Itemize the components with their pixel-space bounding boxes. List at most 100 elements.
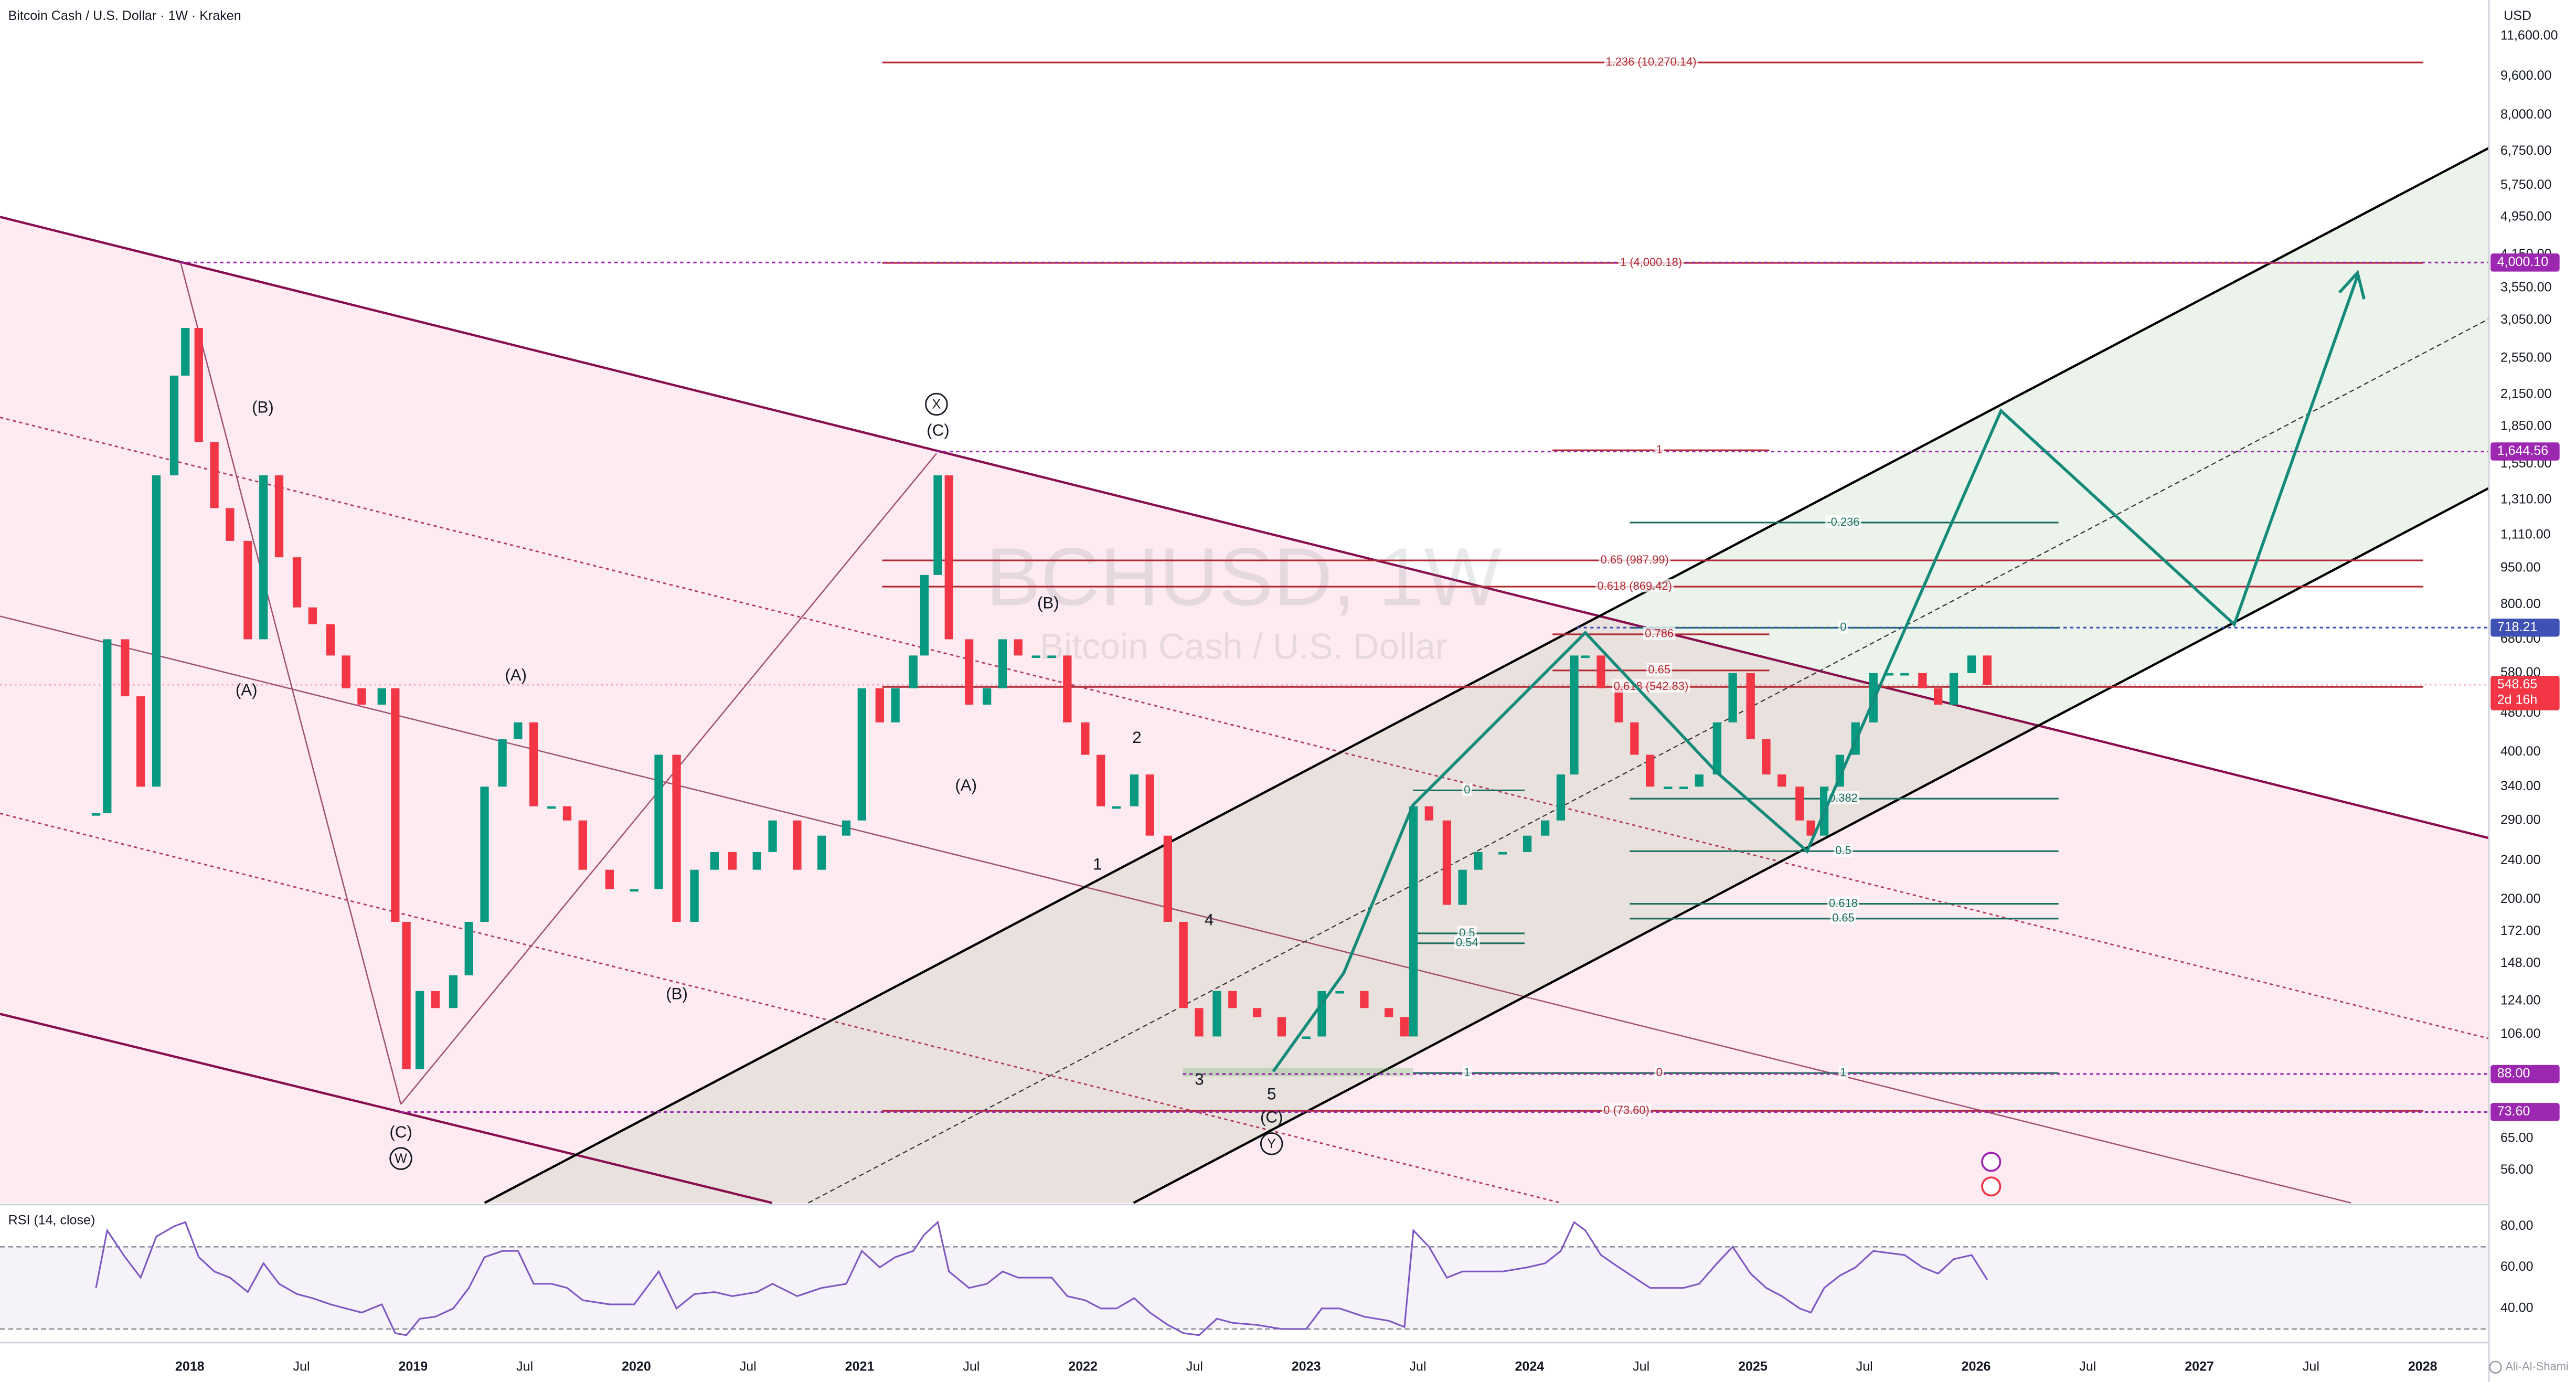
candle	[136, 696, 145, 787]
trend-line	[0, 1013, 773, 1204]
candle	[728, 852, 737, 870]
candle	[1097, 754, 1105, 806]
price-tag-label: 73.60	[2497, 1104, 2530, 1119]
y-tick-label: 106.00	[2500, 1026, 2541, 1041]
candle	[562, 806, 572, 821]
candle	[449, 975, 458, 1008]
y-tick-label: 56.00	[2500, 1162, 2534, 1177]
zone	[1183, 1068, 1413, 1077]
candle	[1695, 774, 1704, 787]
x-tick-label: Jul	[2303, 1359, 2319, 1374]
candle	[920, 575, 929, 656]
price-tag-label: 718.21	[2497, 620, 2538, 634]
fib-label-bg	[1602, 1103, 1652, 1117]
candle	[605, 869, 614, 889]
trend-line	[0, 216, 2489, 839]
fib-label: 0	[1464, 783, 1470, 796]
candle	[464, 922, 473, 975]
y-tick-label: 9,600.00	[2500, 68, 2551, 83]
fib-label: 0 (73.60)	[1603, 1103, 1649, 1117]
candle	[817, 835, 826, 870]
candle	[1630, 722, 1639, 755]
candle	[1728, 673, 1737, 722]
candle	[1777, 774, 1786, 787]
candle	[342, 655, 350, 688]
x-tick-label: Jul	[1186, 1359, 1203, 1374]
candle	[1163, 835, 1173, 922]
x-tick-label: 2027	[2185, 1359, 2214, 1374]
candle	[1474, 852, 1483, 870]
candle	[1498, 852, 1507, 855]
event-icon[interactable]	[1981, 1176, 2002, 1197]
candle	[152, 475, 161, 787]
fib-label: 0.618	[1829, 896, 1858, 909]
rsi-tick-label: 60.00	[2500, 1259, 2534, 1274]
event-icon[interactable]	[1981, 1152, 2002, 1172]
wave-label: X	[932, 397, 941, 412]
wave-label: Y	[1267, 1136, 1276, 1151]
candle	[357, 688, 366, 705]
price-layer	[0, 328, 2489, 1336]
rsi-tick-label: 80.00	[2500, 1218, 2534, 1233]
fib-label-bg	[1654, 442, 1664, 456]
candle	[672, 754, 681, 922]
candle	[1385, 1008, 1393, 1017]
candle	[891, 688, 900, 722]
candle	[1145, 774, 1154, 836]
wave-label-circle	[925, 392, 948, 416]
candle	[875, 688, 884, 722]
fib-label-bg	[1454, 935, 1480, 949]
candle	[1047, 655, 1056, 658]
candle	[169, 375, 179, 475]
fib-label-bg	[1618, 255, 1684, 269]
projection-path	[1272, 275, 2359, 1072]
candle	[326, 624, 335, 656]
candle	[1063, 655, 1072, 722]
x-tick-label: Jul	[293, 1359, 310, 1374]
candle	[1679, 786, 1688, 789]
candle	[431, 991, 440, 1008]
fib-label-bg	[1838, 1065, 1848, 1079]
fib-label: 1 (4,000.18)	[1620, 256, 1682, 269]
wave-label: (A)	[955, 776, 977, 794]
fib-label: 0	[1656, 1066, 1663, 1079]
candle	[259, 475, 268, 640]
wave-label: (B)	[252, 398, 274, 417]
currency-label: USD	[2504, 8, 2531, 23]
candle	[654, 754, 663, 889]
candle	[1302, 1036, 1311, 1039]
candle	[1570, 655, 1579, 775]
x-tick-label: 2018	[175, 1359, 205, 1374]
price-tag	[2490, 676, 2560, 710]
candle	[529, 722, 538, 806]
price-tag-label: 88.00	[2497, 1066, 2530, 1081]
y-tick-label: 2,150.00	[2500, 387, 2551, 401]
x-tick-label: 2019	[398, 1359, 428, 1374]
y-tick-label: 400.00	[2500, 744, 2541, 759]
rsi-line	[95, 1220, 1988, 1336]
fib-label: 0.65	[1648, 663, 1670, 676]
wave-label-circle	[389, 1147, 412, 1170]
x-tick-label: Jul	[516, 1359, 533, 1374]
candle	[1179, 922, 1188, 1008]
y-tick-label: 1,310.00	[2500, 492, 2551, 506]
candle	[1795, 786, 1804, 821]
fib-label: 0.618 (869.42)	[1597, 579, 1672, 592]
wave-label: (B)	[1037, 593, 1059, 612]
x-tick-label: 2021	[845, 1359, 875, 1374]
candle	[194, 328, 203, 442]
fib-label-bg	[1834, 844, 1853, 857]
price-tag	[2490, 442, 2560, 461]
price-tag-label: 1,644.56	[2497, 443, 2548, 458]
candle	[1918, 673, 1927, 688]
y-tick-label: 1,850.00	[2500, 418, 2551, 433]
candle	[1712, 722, 1721, 775]
y-tick-label: 6,750.00	[2500, 143, 2551, 158]
price-tag	[2490, 1065, 2560, 1083]
candle	[578, 820, 587, 870]
y-tick-label: 8,000.00	[2500, 107, 2551, 122]
y-tick-label: 172.00	[2500, 923, 2541, 938]
candle	[377, 688, 386, 705]
candle	[1614, 688, 1623, 722]
trend-line	[0, 812, 1561, 1204]
